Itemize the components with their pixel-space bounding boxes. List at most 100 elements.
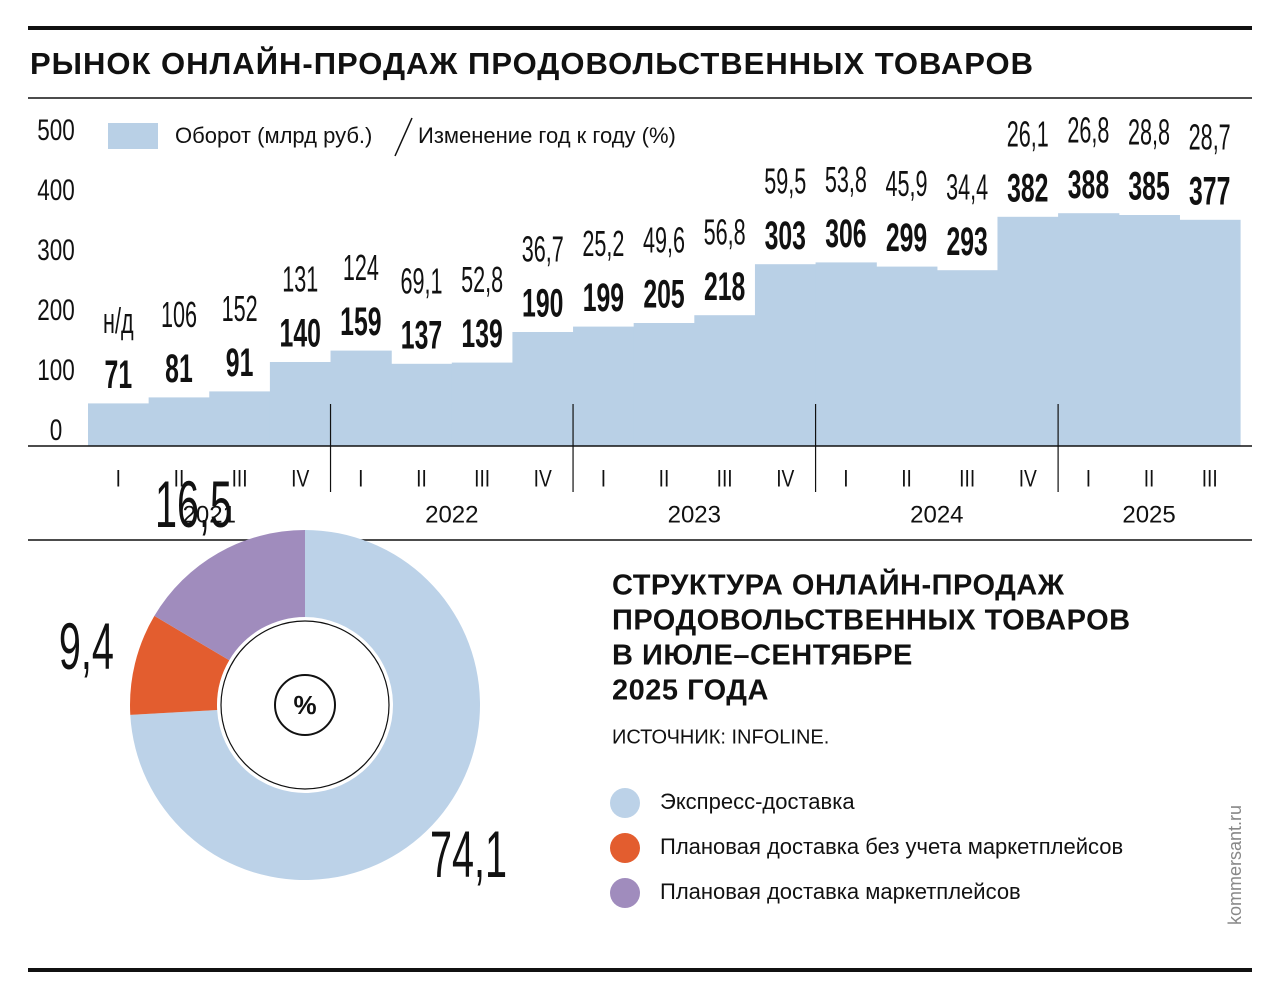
slice-label: 74,1 — [430, 818, 507, 892]
change-label: 25,2 — [582, 225, 624, 265]
value-label: 140 — [280, 312, 321, 356]
value-label: 293 — [946, 220, 987, 264]
bar — [1179, 219, 1241, 446]
year-label: 2023 — [668, 501, 721, 528]
value-label: 139 — [461, 312, 502, 356]
bar — [330, 350, 392, 446]
legend-swatch — [610, 878, 640, 908]
bar — [815, 262, 877, 446]
change-label: 106 — [161, 295, 197, 335]
value-label: 385 — [1128, 165, 1169, 209]
change-label: 131 — [282, 260, 318, 300]
legend-swatch — [610, 788, 640, 818]
bar — [512, 332, 574, 446]
bar — [936, 270, 999, 446]
year-label: 2022 — [425, 501, 478, 528]
bar — [1058, 213, 1120, 446]
bar — [694, 315, 756, 446]
bar — [997, 216, 1059, 446]
x-tick-label: II — [416, 464, 427, 492]
change-label: 49,6 — [643, 221, 685, 261]
x-tick-label: IV — [291, 464, 310, 492]
x-tick-label: IV — [776, 464, 795, 492]
bar — [391, 363, 453, 446]
year-label: 2021 — [183, 501, 236, 528]
bar — [633, 323, 695, 446]
change-label: 45,9 — [886, 165, 928, 205]
change-label: 28,7 — [1189, 118, 1231, 158]
bar — [148, 397, 210, 446]
bar — [269, 362, 332, 446]
y-tick-label: 0 — [50, 413, 63, 447]
x-tick-label: I — [1086, 464, 1091, 492]
value-label: 137 — [401, 313, 442, 357]
change-label: 56,8 — [704, 213, 746, 253]
change-label: 34,4 — [946, 168, 988, 208]
y-tick-label: 200 — [37, 293, 75, 327]
change-label: 26,8 — [1067, 111, 1109, 151]
value-label: 205 — [643, 273, 684, 317]
value-label: 377 — [1189, 169, 1230, 213]
change-label: 36,7 — [522, 230, 564, 270]
slice-label: 16,5 — [155, 468, 232, 542]
value-label: 190 — [522, 282, 563, 326]
value-label: 218 — [704, 265, 745, 309]
donut-slice — [130, 530, 481, 880]
value-label: 382 — [1007, 166, 1048, 210]
y-tick-label: 100 — [37, 353, 75, 387]
x-tick-label: III — [959, 464, 975, 492]
value-label: 159 — [340, 300, 381, 344]
value-label: 299 — [886, 216, 927, 260]
x-tick-label: II — [174, 464, 185, 492]
bar — [573, 326, 635, 446]
change-label: 152 — [222, 289, 258, 329]
change-label: 59,5 — [764, 162, 806, 202]
donut-slice — [154, 530, 305, 661]
legend-label: Плановая доставка без учета маркетплейсо… — [660, 834, 1123, 859]
x-tick-label: IV — [1019, 464, 1038, 492]
credit: kommersant.ru — [1225, 805, 1245, 925]
value-label: 71 — [105, 353, 133, 397]
change-label: 26,1 — [1007, 115, 1049, 155]
value-label: 91 — [226, 341, 254, 385]
top-rule — [28, 26, 1252, 30]
change-label: 53,8 — [825, 160, 867, 200]
year-label: 2025 — [1122, 501, 1175, 528]
change-label: 52,8 — [461, 261, 503, 301]
chart-title: 2025 ГОДА — [612, 675, 769, 707]
y-tick-label: 400 — [37, 173, 75, 207]
legend-label: Экспресс-доставка — [660, 789, 855, 814]
chart-title: РЫНОК ОНЛАЙН-ПРОДАЖ ПРОДОВОЛЬСТВЕННЫХ ТО… — [30, 45, 1034, 81]
legend-swatch — [610, 833, 640, 863]
bar — [88, 403, 150, 446]
legend-divider — [394, 117, 413, 157]
source: ИСТОЧНИК: INFOLINE. — [612, 726, 829, 748]
x-tick-label: III — [474, 464, 490, 492]
donut-slice — [129, 615, 230, 715]
x-tick-label: I — [358, 464, 363, 492]
y-tick-label: 300 — [37, 233, 75, 267]
x-tick-label: I — [116, 464, 121, 492]
legend-label: Плановая доставка маркетплейсов — [660, 879, 1021, 904]
value-label: 303 — [765, 214, 806, 258]
chart-title: СТРУКТУРА ОНЛАЙН-ПРОДАЖ — [612, 568, 1065, 602]
value-label: 81 — [165, 347, 193, 391]
value-label: 199 — [583, 276, 624, 320]
change-label: 124 — [343, 249, 379, 289]
bar — [451, 362, 514, 446]
bar — [876, 266, 938, 446]
bar — [209, 391, 271, 446]
legend-swatch — [108, 123, 158, 149]
y-tick-label: 500 — [37, 113, 75, 147]
x-tick-label: I — [843, 464, 848, 492]
slice-label: 9,4 — [59, 610, 114, 684]
chart-title: ПРОДОВОЛЬСТВЕННЫХ ТОВАРОВ — [612, 605, 1131, 637]
x-tick-label: II — [1144, 464, 1155, 492]
chart-title: В ИЮЛЕ–СЕНТЯБРЕ — [612, 640, 913, 672]
year-label: 2024 — [910, 501, 963, 528]
x-tick-label: III — [1202, 464, 1218, 492]
x-tick-label: III — [232, 464, 248, 492]
center-badge — [274, 674, 336, 736]
